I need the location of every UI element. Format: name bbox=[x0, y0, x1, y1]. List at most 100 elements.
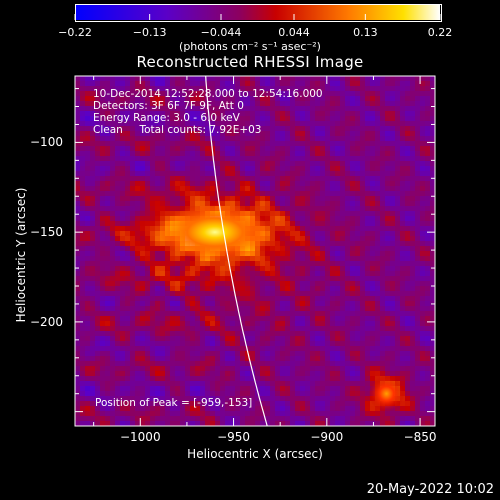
heatmap-cell bbox=[265, 341, 271, 347]
heatmap-cell bbox=[385, 171, 391, 177]
heatmap-cell bbox=[90, 236, 96, 242]
heatmap-cell bbox=[120, 231, 126, 237]
heatmap-cell bbox=[345, 171, 351, 177]
heatmap-cell bbox=[315, 246, 321, 252]
heatmap-cell bbox=[115, 281, 121, 287]
heatmap-cell bbox=[375, 126, 381, 132]
heatmap-cell bbox=[135, 376, 141, 382]
heatmap-cell bbox=[400, 231, 406, 237]
heatmap-cell bbox=[115, 301, 121, 307]
heatmap-cell bbox=[150, 321, 156, 327]
heatmap-cell bbox=[100, 76, 106, 82]
heatmap-cell bbox=[270, 96, 276, 102]
heatmap-cell bbox=[235, 281, 241, 287]
heatmap-cell bbox=[405, 221, 411, 227]
heatmap-cell bbox=[295, 311, 301, 317]
heatmap-cell bbox=[275, 271, 281, 277]
heatmap-cell bbox=[145, 411, 151, 417]
heatmap-cell bbox=[120, 81, 126, 87]
heatmap-cell bbox=[305, 321, 311, 327]
heatmap-cell bbox=[115, 391, 121, 397]
heatmap-cell bbox=[90, 166, 96, 172]
heatmap-cell bbox=[155, 351, 161, 357]
heatmap-cell bbox=[245, 386, 251, 392]
heatmap-cell bbox=[150, 216, 156, 222]
heatmap-cell bbox=[405, 416, 411, 422]
heatmap-cell bbox=[340, 226, 346, 232]
heatmap-cell bbox=[275, 396, 281, 402]
heatmap-cell bbox=[350, 251, 356, 257]
heatmap-cell bbox=[85, 266, 91, 272]
heatmap-cell bbox=[415, 86, 421, 92]
heatmap-cell bbox=[90, 211, 96, 217]
heatmap-cell bbox=[305, 191, 311, 197]
heatmap-cell bbox=[155, 236, 161, 242]
heatmap-cell bbox=[330, 126, 336, 132]
heatmap-cell bbox=[285, 356, 291, 362]
heatmap-cell bbox=[410, 206, 416, 212]
heatmap-cell bbox=[345, 361, 351, 367]
heatmap-cell bbox=[410, 326, 416, 332]
heatmap-cell bbox=[110, 231, 116, 237]
heatmap-cell bbox=[385, 106, 391, 112]
heatmap-cell bbox=[175, 251, 181, 257]
heatmap-cell bbox=[325, 221, 331, 227]
heatmap-cell bbox=[140, 171, 146, 177]
heatmap-cell bbox=[400, 186, 406, 192]
heatmap-cell bbox=[185, 81, 191, 87]
heatmap-cell bbox=[350, 186, 356, 192]
heatmap-cell bbox=[75, 156, 81, 162]
heatmap-cell bbox=[260, 121, 266, 127]
heatmap-cell bbox=[240, 171, 246, 177]
heatmap-cell bbox=[180, 306, 186, 312]
heatmap-cell bbox=[365, 356, 371, 362]
heatmap-cell bbox=[115, 101, 121, 107]
heatmap-cell bbox=[75, 336, 81, 342]
heatmap-cell bbox=[180, 106, 186, 112]
heatmap-cell bbox=[120, 226, 126, 232]
heatmap-cell bbox=[155, 366, 161, 372]
heatmap-cell bbox=[80, 91, 86, 97]
heatmap-cell bbox=[290, 421, 296, 426]
heatmap-cell bbox=[115, 111, 121, 117]
heatmap-cell bbox=[195, 326, 201, 332]
heatmap-cell bbox=[285, 361, 291, 367]
heatmap-cell bbox=[280, 201, 286, 207]
heatmap-cell bbox=[230, 381, 236, 387]
heatmap-cell bbox=[310, 106, 316, 112]
heatmap-cell bbox=[240, 96, 246, 102]
heatmap-cell bbox=[90, 251, 96, 257]
heatmap-cell bbox=[400, 361, 406, 367]
heatmap-cell bbox=[355, 376, 361, 382]
heatmap-cell bbox=[145, 166, 151, 172]
heatmap-cell bbox=[295, 221, 301, 227]
heatmap-cell bbox=[385, 211, 391, 217]
heatmap-cell bbox=[390, 106, 396, 112]
heatmap-cell bbox=[365, 131, 371, 137]
heatmap-cell bbox=[275, 161, 281, 167]
heatmap-cell bbox=[185, 186, 191, 192]
heatmap-cell bbox=[170, 301, 176, 307]
heatmap-cell bbox=[190, 321, 196, 327]
heatmap-cell bbox=[310, 176, 316, 182]
heatmap-cell bbox=[255, 331, 261, 337]
heatmap-cell bbox=[330, 116, 336, 122]
heatmap-cell bbox=[120, 101, 126, 107]
heatmap-cell bbox=[365, 391, 371, 397]
heatmap-cell bbox=[200, 181, 206, 187]
heatmap-cell bbox=[175, 396, 181, 402]
heatmap-cell bbox=[405, 101, 411, 107]
heatmap-cell bbox=[290, 286, 296, 292]
heatmap-cell bbox=[150, 386, 156, 392]
heatmap-cell bbox=[345, 306, 351, 312]
heatmap-cell bbox=[305, 251, 311, 257]
heatmap-cell bbox=[350, 286, 356, 292]
heatmap-cell bbox=[415, 381, 421, 387]
heatmap-cell bbox=[175, 356, 181, 362]
heatmap-cell bbox=[345, 156, 351, 162]
heatmap-cell bbox=[400, 381, 406, 387]
heatmap-cell bbox=[75, 126, 81, 132]
heatmap-cell bbox=[160, 346, 166, 352]
heatmap-cell bbox=[160, 81, 166, 87]
heatmap-cell bbox=[430, 166, 435, 172]
